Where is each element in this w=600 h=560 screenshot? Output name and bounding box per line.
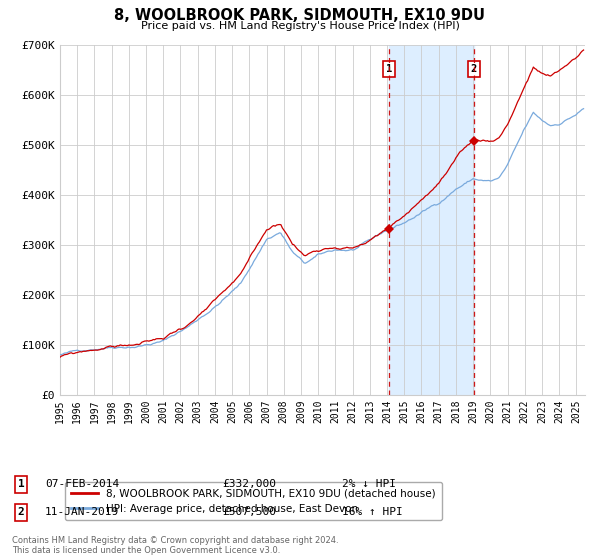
Text: 2: 2 [470,64,477,74]
Text: 2% ↓ HPI: 2% ↓ HPI [342,479,396,489]
Text: 11-JAN-2019: 11-JAN-2019 [45,507,119,517]
Text: Contains HM Land Registry data © Crown copyright and database right 2024.: Contains HM Land Registry data © Crown c… [12,536,338,545]
Text: 8, WOOLBROOK PARK, SIDMOUTH, EX10 9DU: 8, WOOLBROOK PARK, SIDMOUTH, EX10 9DU [115,8,485,24]
Text: 1: 1 [386,64,392,74]
Legend: 8, WOOLBROOK PARK, SIDMOUTH, EX10 9DU (detached house), HPI: Average price, deta: 8, WOOLBROOK PARK, SIDMOUTH, EX10 9DU (d… [65,482,442,520]
Text: 2: 2 [17,507,25,517]
Text: This data is licensed under the Open Government Licence v3.0.: This data is licensed under the Open Gov… [12,547,280,556]
Bar [389,45,474,395]
Text: 1: 1 [17,479,25,489]
Text: £507,500: £507,500 [222,507,276,517]
Text: Price paid vs. HM Land Registry's House Price Index (HPI): Price paid vs. HM Land Registry's House … [140,21,460,31]
Text: 07-FEB-2014: 07-FEB-2014 [45,479,119,489]
Text: £332,000: £332,000 [222,479,276,489]
Text: 16% ↑ HPI: 16% ↑ HPI [342,507,403,517]
